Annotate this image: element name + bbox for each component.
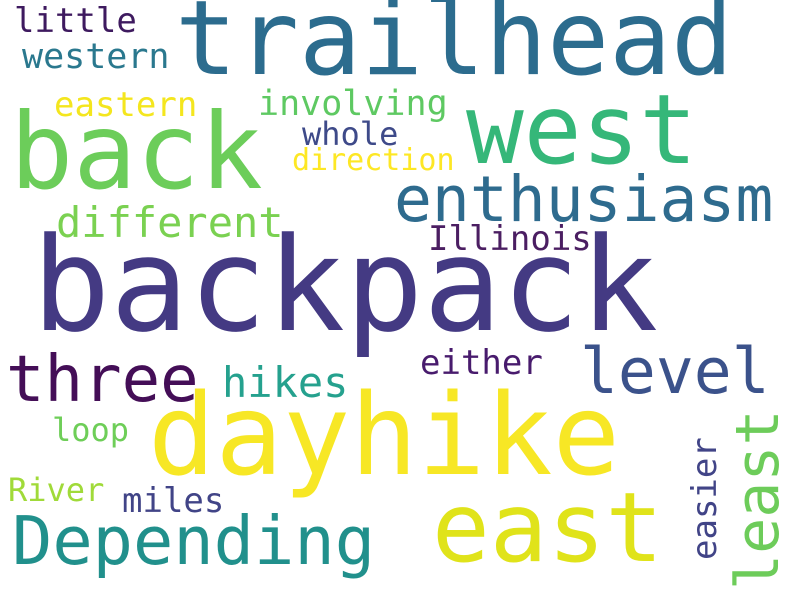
- word-hikes: hikes: [222, 358, 349, 407]
- word-river: River: [8, 471, 105, 509]
- word-involving: involving: [258, 84, 448, 124]
- word-three: three: [6, 343, 199, 417]
- word-backpack: backpack: [32, 209, 659, 361]
- word-little: little: [14, 1, 137, 41]
- word-direction: direction: [292, 143, 455, 178]
- word-different: different: [56, 198, 284, 247]
- word-level: level: [580, 335, 770, 408]
- word-loop: loop: [52, 411, 130, 449]
- word-enthusiasm: enthusiasm: [394, 163, 774, 236]
- word-east: east: [432, 472, 664, 584]
- word-west: west: [466, 74, 698, 186]
- word-dayhike: dayhike: [148, 371, 621, 501]
- word-either: either: [420, 343, 543, 383]
- word-whole: whole: [302, 115, 399, 153]
- word-easier: easier: [685, 437, 725, 560]
- word-miles: miles: [122, 481, 225, 521]
- word-depending: Depending: [12, 502, 376, 580]
- word-back: back: [10, 91, 263, 213]
- word-western: western: [22, 37, 170, 77]
- word-illinois: Illinois: [428, 219, 592, 259]
- word-least: least: [723, 409, 793, 590]
- word-trailhead: trailhead: [175, 0, 734, 99]
- word-eastern: eastern: [54, 85, 198, 125]
